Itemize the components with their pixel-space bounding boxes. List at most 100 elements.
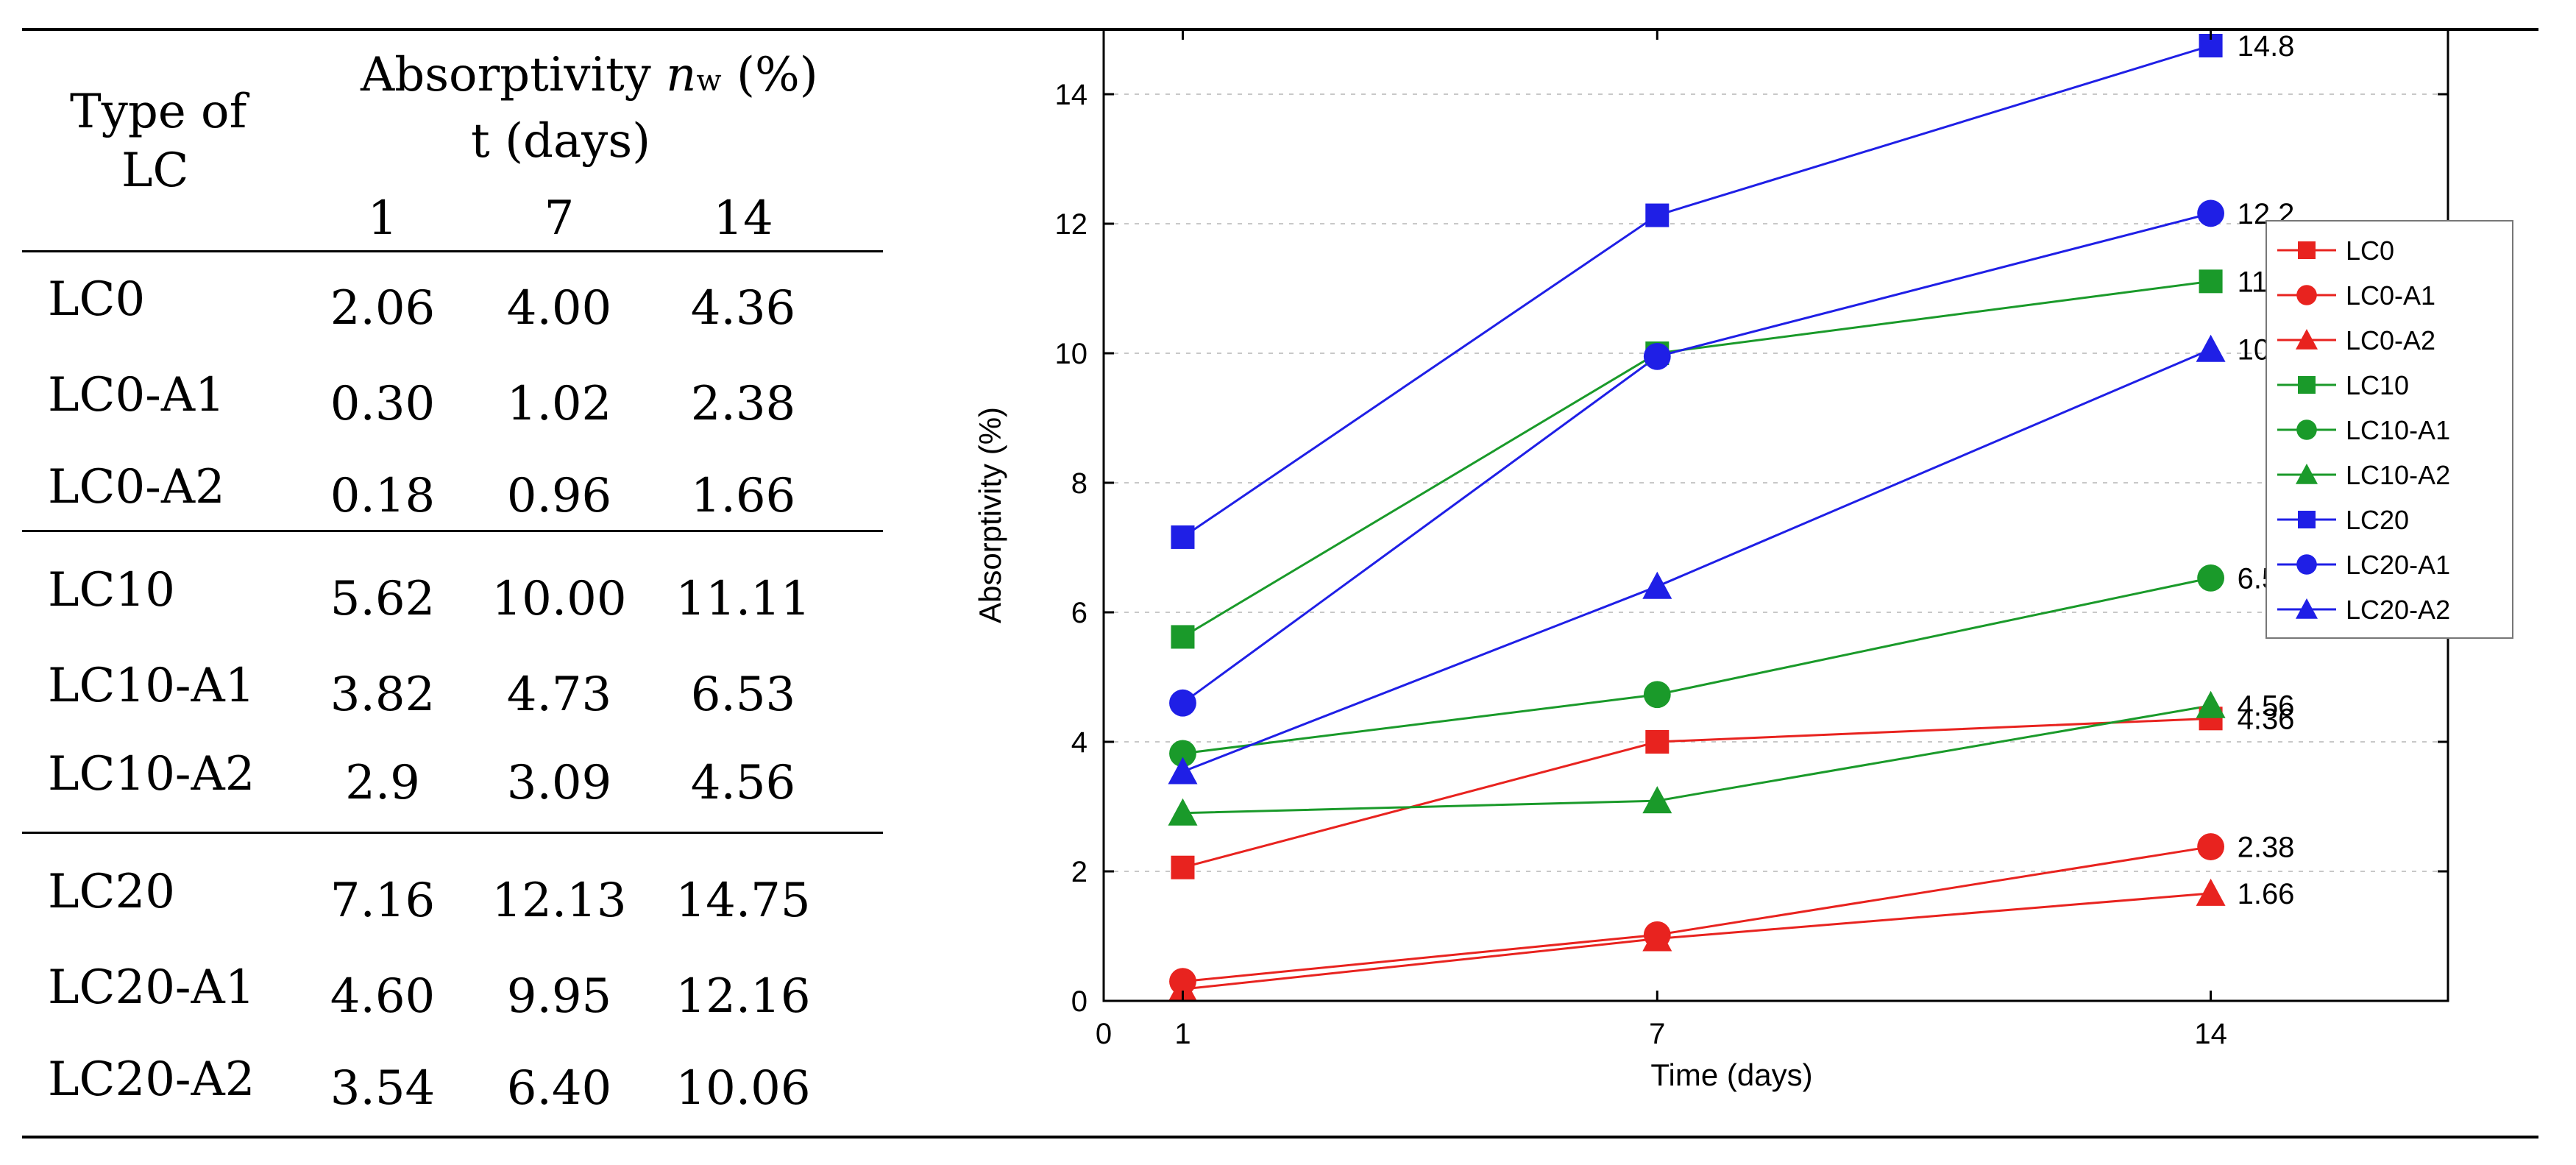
cell-lc10-a1-day1: 3.82: [330, 668, 436, 722]
cell-lc10-a1-day14: 6.53: [690, 668, 796, 722]
header-absorptivity: Absorptivity nw (%): [361, 52, 818, 99]
x-tick-label-7: 7: [1649, 1018, 1665, 1050]
header-col-14: 14: [713, 191, 773, 246]
point-lc10-a1-day1: [1169, 740, 1196, 768]
percent-unit: (%): [736, 48, 818, 102]
y-tick-label-12: 12: [1055, 208, 1088, 241]
cell-lc10-a2-day7: 3.09: [506, 756, 612, 810]
group-rule-2: [22, 832, 883, 834]
point-lc20-a1-day14: [2197, 199, 2224, 227]
point-lc0-day1: [1171, 855, 1195, 879]
series-line-lc20: [1182, 44, 2212, 539]
row-type-lc10-a1: LC10-A1: [48, 659, 255, 713]
legend: LC0 LC0-A1 LC0-A2 LC10 LC10-A1 LC10-A2 LC20 LC2…: [2265, 220, 2513, 639]
point-lc20-a1-day7: [1643, 343, 1671, 370]
point-lc10-a2-day1: [1168, 798, 1198, 826]
cell-lc10-a2-day1: 2.9: [345, 756, 420, 810]
cell-lc10-day7: 10.00: [492, 572, 627, 626]
point-lc20-a2-day14: [2196, 334, 2226, 362]
row-type-lc20: LC20: [48, 865, 175, 919]
legend-label-lc10-a2: LC10-A2: [2346, 460, 2450, 490]
cell-lc0-day7: 4.00: [506, 281, 612, 336]
legend-label-lc0: LC0: [2346, 236, 2394, 266]
grid-lines: [1104, 93, 2448, 872]
point-lc10-a1-day14: [2197, 564, 2224, 592]
cell-lc20-a2-day14: 10.06: [675, 1061, 811, 1116]
x-tick-label-14: 14: [2194, 1018, 2227, 1050]
y-tick-label-14: 14: [1055, 79, 1088, 111]
y-tick-label-2: 2: [1071, 856, 1087, 888]
legend-label-lc20-a2: LC20-A2: [2346, 595, 2450, 625]
point-lc20-a2-day7: [1642, 571, 1672, 599]
point-lc10-day14: [2199, 269, 2223, 294]
cell-lc20-a2-day7: 6.40: [506, 1061, 612, 1116]
cell-lc20-day1: 7.16: [330, 874, 436, 928]
series-line-lc20-a1: [1182, 212, 2211, 704]
series-line-lc10-a2: [1182, 704, 2211, 815]
row-type-lc0-a1: LC0-A1: [48, 368, 225, 422]
cell-lc20-a1-day1: 4.60: [330, 969, 436, 1024]
cell-lc0-a1-day1: 0.30: [330, 377, 436, 431]
data-label-2-38: 2.38: [2238, 832, 2295, 864]
legend-label-lc10-a1: LC10-A1: [2346, 415, 2450, 445]
legend-label-lc10: LC10: [2346, 370, 2409, 400]
legend-marker-lc0-a2: [2296, 329, 2318, 350]
cell-lc10-a2-day14: 4.56: [690, 756, 796, 810]
legend-marker-lc10: [2298, 376, 2316, 394]
series-lines: [1182, 44, 2212, 991]
row-type-lc20-a2: LC20-A2: [48, 1052, 255, 1107]
data-label-4-36: 4.36: [2238, 703, 2295, 735]
legend-marker-lc10-a1: [2296, 419, 2317, 440]
data-label-14-8: 14.8: [2238, 30, 2295, 63]
point-lc10-a2-day14: [2196, 690, 2226, 718]
cell-lc20-a1-day14: 12.16: [675, 969, 811, 1024]
header-type-of: Type of: [70, 85, 247, 139]
cell-lc20-day7: 12.13: [492, 874, 627, 928]
point-lc0-day7: [1645, 730, 1670, 754]
header-col-1: 1: [367, 191, 398, 246]
x-tick-label-1: 1: [1174, 1018, 1191, 1050]
y-tick-label-6: 6: [1071, 597, 1087, 629]
header-t-days: t (days): [471, 114, 651, 169]
nw-symbol: nw: [666, 48, 722, 102]
legend-label-lc0-a1: LC0-A1: [2346, 280, 2435, 311]
point-lc20-a2-day1: [1168, 757, 1198, 785]
row-type-lc0: LC0: [48, 272, 146, 327]
series-line-lc10-a1: [1182, 576, 2211, 755]
header-col-7: 7: [544, 191, 575, 246]
point-lc0-a1-day14: [2197, 833, 2224, 860]
row-type-lc10-a2: LC10-A2: [48, 747, 255, 801]
row-type-lc20-a1: LC20-A1: [48, 960, 255, 1015]
row-type-lc10: LC10: [48, 563, 175, 617]
bottom-rule: [22, 1136, 2538, 1139]
legend-label-lc0-a2: LC0-A2: [2346, 325, 2435, 355]
legend-marker-lc0-a1: [2296, 285, 2317, 305]
absorptivity-table: Type of LC Absorptivity nw (%) t (days) …: [22, 29, 883, 1141]
legend-marker-lc20: [2298, 511, 2316, 528]
point-lc0-a2-day14: [2196, 878, 2226, 906]
point-lc0-a2-day1: [1168, 974, 1198, 1002]
point-lc20-day7: [1645, 203, 1670, 227]
y-tick-label-8: 8: [1071, 467, 1087, 500]
row-type-lc0-a2: LC0-A2: [48, 460, 225, 514]
x-tick-label-0: 0: [1096, 1018, 1112, 1050]
data-label-4-56: 4.56: [2238, 690, 2295, 723]
cell-lc0-a2-day7: 0.96: [506, 469, 612, 523]
cell-lc0-a1-day7: 1.02: [506, 377, 612, 431]
header-rule: [22, 250, 883, 252]
cell-lc0-a2-day14: 1.66: [690, 469, 796, 523]
point-lc20-a1-day1: [1169, 689, 1196, 717]
series-line-lc0-a2: [1182, 892, 2211, 991]
cell-lc10-day14: 11.11: [675, 572, 811, 626]
point-lc0-a2-day7: [1642, 924, 1672, 952]
y-tick-label-10: 10: [1055, 338, 1088, 370]
cell-lc10-a1-day7: 4.73: [506, 668, 612, 722]
absorptivity-word: Absorptivity: [361, 48, 651, 102]
group-rule-1: [22, 530, 883, 532]
point-lc10-a2-day7: [1642, 786, 1672, 814]
cell-lc10-day1: 5.62: [330, 572, 436, 626]
series-line-lc20-a2: [1182, 348, 2212, 773]
cell-lc0-a1-day14: 2.38: [690, 377, 796, 431]
data-label-1-66: 1.66: [2238, 878, 2295, 910]
legend-marker-lc20-a2: [2296, 598, 2318, 619]
